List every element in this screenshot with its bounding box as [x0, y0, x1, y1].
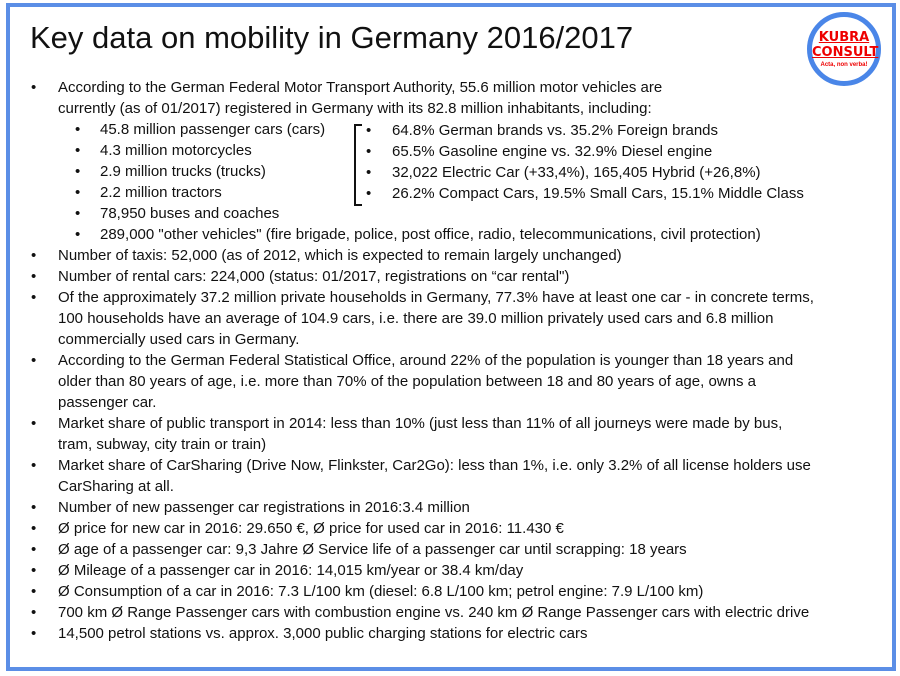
logo-tagline: Acta, non verba!: [820, 62, 868, 68]
car-detail-item: 26.2% Compact Cars, 19.5% Small Cars, 15…: [392, 185, 804, 202]
bullet-text: tram, subway, city train or train): [58, 436, 267, 453]
bullet-icon: •: [366, 143, 372, 160]
bullet-text: currently (as of 01/2017) registered in …: [58, 100, 652, 117]
bullet-icon: •: [31, 604, 37, 621]
bullet-text: Market share of public transport in 2014…: [58, 415, 783, 432]
bullet-icon: •: [31, 562, 37, 579]
bullet-text: Number of rental cars: 224,000 (status: …: [58, 268, 570, 285]
slide-frame: [6, 3, 896, 671]
bullet-text: Number of taxis: 52,000 (as of 2012, whi…: [58, 247, 622, 264]
bullet-icon: •: [31, 499, 37, 516]
kubra-consult-logo: KUBRA CONSULT Acta, non verba!: [807, 12, 881, 86]
bullet-icon: •: [75, 205, 81, 222]
bullet-icon: •: [31, 79, 37, 96]
bullet-text: 100 households have an average of 104.9 …: [58, 310, 774, 327]
bullet-icon: •: [366, 122, 372, 139]
bullet-icon: •: [31, 268, 37, 285]
bullet-text: older than 80 years of age, i.e. more th…: [58, 373, 756, 390]
bullet-icon: •: [31, 541, 37, 558]
bullet-icon: •: [31, 625, 37, 642]
bullet-text: Ø price for new car in 2016: 29.650 €, Ø…: [58, 520, 564, 537]
car-detail-item: 64.8% German brands vs. 35.2% Foreign br…: [392, 122, 719, 139]
bullet-icon: •: [31, 352, 37, 369]
bullet-text: CarSharing at all.: [58, 478, 174, 495]
bullet-icon: •: [31, 583, 37, 600]
bullet-icon: •: [366, 164, 372, 181]
logo-line2: CONSULT: [812, 45, 879, 60]
bullet-icon: •: [75, 163, 81, 180]
bullet-icon: •: [75, 184, 81, 201]
bullet-icon: •: [31, 289, 37, 306]
bullet-text: According to the German Federal Statisti…: [58, 352, 794, 369]
vehicle-item: 78,950 buses and coaches: [100, 205, 280, 222]
logo-line1: KUBRA: [818, 30, 870, 45]
vehicle-item: 289,000 "other vehicles" (fire brigade, …: [100, 226, 761, 243]
bullet-text: 700 km Ø Range Passenger cars with combu…: [58, 604, 810, 621]
bullet-text: Of the approximately 37.2 million privat…: [58, 289, 814, 306]
bullet-icon: •: [75, 142, 81, 159]
vehicle-item: 4.3 million motorcycles: [100, 142, 252, 159]
vehicle-item: 45.8 million passenger cars (cars): [100, 121, 326, 138]
car-detail-item: 65.5% Gasoline engine vs. 32.9% Diesel e…: [392, 143, 713, 160]
bullet-icon: •: [31, 415, 37, 432]
bullet-icon: •: [31, 457, 37, 474]
bullet-icon: •: [366, 185, 372, 202]
bullet-text: Market share of CarSharing (Drive Now, F…: [58, 457, 811, 474]
car-detail-item: 32,022 Electric Car (+33,4%), 165,405 Hy…: [392, 164, 761, 181]
bullet-text: passenger car.: [58, 394, 157, 411]
bullet-text: Number of new passenger car registration…: [58, 499, 470, 516]
bullet-icon: •: [31, 520, 37, 537]
vehicle-item: 2.9 million trucks (trucks): [100, 163, 266, 180]
page-title: Key data on mobility in Germany 2016/201…: [30, 20, 634, 55]
bullet-text: Ø Consumption of a car in 2016: 7.3 L/10…: [58, 583, 704, 600]
bullet-text: commercially used cars in Germany.: [58, 331, 300, 348]
bullet-icon: •: [31, 247, 37, 264]
bullet-text: Ø Mileage of a passenger car in 2016: 14…: [58, 562, 524, 579]
bullet-text: Ø age of a passenger car: 9,3 Jahre Ø Se…: [58, 541, 687, 558]
bullet-text: According to the German Federal Motor Tr…: [58, 79, 663, 96]
vehicle-item: 2.2 million tractors: [100, 184, 222, 201]
bullet-icon: •: [75, 226, 81, 243]
bracket: [354, 124, 362, 206]
bullet-text: 14,500 petrol stations vs. approx. 3,000…: [58, 625, 588, 642]
bullet-icon: •: [75, 121, 81, 138]
